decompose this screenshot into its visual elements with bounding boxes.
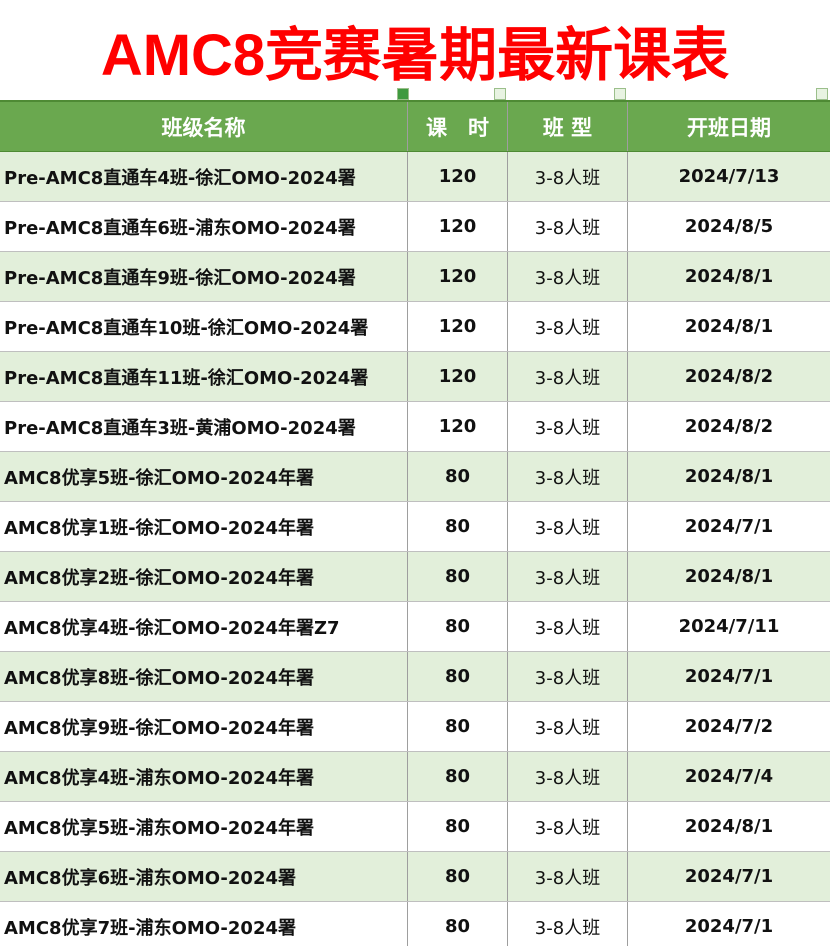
table-row: Pre-AMC8直通车10班-徐汇OMO-2024署 120 3-8人班 2024/8… [0,302,830,352]
table-cell: 120 [408,152,508,201]
table-cell: 2024/7/1 [684,666,774,687]
table-row: AMC8优享5班-浦东OMO-2024年署 80 3-8人班 2024/8/1 [0,802,830,852]
table-cell: 2024/7/1 [684,866,774,887]
table-cell: 3-8人班 [508,352,628,401]
table-cell: Pre-AMC8直通车11班-徐汇OMO-2024署 [0,352,408,401]
table-cell: 80 [408,852,508,901]
table-cell: 3-8人班 [508,552,628,601]
table-cell: 2024/7/13 [678,166,780,187]
table-cell: 3-8人班 [508,452,628,501]
table-row: AMC8优享1班-徐汇OMO-2024年署 80 3-8人班 2024/7/1 [0,502,830,552]
table-cell: Pre-AMC8直通车9班-徐汇OMO-2024署 [0,252,408,301]
schedule-table: 班级名称课 时班 型开班日期 Pre-AMC8直通车4班-徐汇OMO-2024署 1… [0,102,830,946]
filter-button[interactable] [397,88,409,100]
table-cell: 80 [408,802,508,851]
table-cell: 3-8人班 [508,152,628,201]
header-row: 班级名称课 时班 型 开班日期 [0,102,830,152]
table-cell: 120 [408,352,508,401]
column-header: 开班日期 [687,115,771,140]
table-cell: 3-8人班 [508,802,628,851]
table-cell: 120 [408,402,508,451]
table-cell: 2024/7/4 [684,766,774,787]
table-row: Pre-AMC8直通车9班-徐汇OMO-2024署 120 3-8人班 2024/8/… [0,252,830,302]
table-cell: 3-8人班 [508,252,628,301]
table-cell: 120 [408,302,508,351]
table-cell: 80 [408,502,508,551]
table-cell: 120 [408,252,508,301]
table-row: AMC8优享2班-徐汇OMO-2024年署 80 3-8人班 2024/8/1 [0,552,830,602]
table-cell: Pre-AMC8直通车10班-徐汇OMO-2024署 [0,302,408,351]
table-cell: AMC8优享4班-徐汇OMO-2024年署Z7 [0,602,408,651]
table-row: Pre-AMC8直通车6班-浦东OMO-2024署 120 3-8人班 2024/8/… [0,202,830,252]
table-cell: 3-8人班 [508,402,628,451]
table-cell: 3-8人班 [508,302,628,351]
table-cell: AMC8优享4班-浦东OMO-2024年署 [0,752,408,801]
table-cell: 2024/7/11 [678,616,780,637]
filter-button[interactable] [494,88,506,100]
table-cell: AMC8优享7班-浦东OMO-2024署 [0,902,408,946]
sheet-title: AMC8竞赛暑期最新课表 [0,0,830,102]
table-cell: 80 [408,902,508,946]
table-cell: 2024/7/1 [684,516,774,537]
table-cell: AMC8优享6班-浦东OMO-2024署 [0,852,408,901]
table-row: AMC8优享5班-徐汇OMO-2024年署 80 3-8人班 2024/8/1 [0,452,830,502]
table-cell: 80 [408,652,508,701]
table-row: AMC8优享6班-浦东OMO-2024署 80 3-8人班 2024/7/1 [0,852,830,902]
table-cell: 3-8人班 [508,502,628,551]
table-cell: 3-8人班 [508,852,628,901]
table-row: AMC8优享7班-浦东OMO-2024署 80 3-8人班 2024/7/1 [0,902,830,946]
table-cell: AMC8优享5班-徐汇OMO-2024年署 [0,452,408,501]
table-cell: 3-8人班 [508,602,628,651]
table-cell: 80 [408,702,508,751]
filter-button[interactable] [614,88,626,100]
table-cell: AMC8优享5班-浦东OMO-2024年署 [0,802,408,851]
table-cell: 80 [408,602,508,651]
table-cell: 3-8人班 [508,702,628,751]
table-cell: 3-8人班 [508,202,628,251]
table-cell: 2024/8/1 [684,466,774,487]
table-cell: Pre-AMC8直通车4班-徐汇OMO-2024署 [0,152,408,201]
table-cell: 2024/7/2 [684,716,774,737]
table-row: AMC8优享9班-徐汇OMO-2024年署 80 3-8人班 2024/7/2 [0,702,830,752]
table-cell: 2024/8/2 [684,366,774,387]
table-cell: 2024/7/1 [684,916,774,937]
table-cell: 3-8人班 [508,652,628,701]
table-cell: Pre-AMC8直通车3班-黄浦OMO-2024署 [0,402,408,451]
column-header: 课 时 [408,102,508,151]
table-cell: 80 [408,752,508,801]
table-row: AMC8优享8班-徐汇OMO-2024年署 80 3-8人班 2024/7/1 [0,652,830,702]
table-cell: 3-8人班 [508,752,628,801]
table-row: Pre-AMC8直通车11班-徐汇OMO-2024署 120 3-8人班 2024/8… [0,352,830,402]
table-cell: AMC8优享8班-徐汇OMO-2024年署 [0,652,408,701]
filter-button[interactable] [816,88,828,100]
table-cell: 2024/8/1 [684,266,774,287]
table-cell: 2024/8/1 [684,566,774,587]
table-cell: 3-8人班 [508,902,628,946]
column-header: 班级名称 [0,102,408,151]
table-row: AMC8优享4班-浦东OMO-2024年署 80 3-8人班 2024/7/4 [0,752,830,802]
table-cell: 2024/8/1 [684,816,774,837]
table-cell: 2024/8/5 [684,216,774,237]
table-row: Pre-AMC8直通车3班-黄浦OMO-2024署 120 3-8人班 2024/8/… [0,402,830,452]
table-cell: 2024/8/2 [684,416,774,437]
table-cell: 2024/8/1 [684,316,774,337]
table-cell: 120 [408,202,508,251]
column-header: 班 型 [508,102,628,151]
table-cell: AMC8优享9班-徐汇OMO-2024年署 [0,702,408,751]
table-cell: AMC8优享1班-徐汇OMO-2024年署 [0,502,408,551]
table-cell: 80 [408,552,508,601]
table-cell: Pre-AMC8直通车6班-浦东OMO-2024署 [0,202,408,251]
table-row: AMC8优享4班-徐汇OMO-2024年署Z7 80 3-8人班 2024/7/11 [0,602,830,652]
table-cell: 80 [408,452,508,501]
table-row: Pre-AMC8直通车4班-徐汇OMO-2024署 120 3-8人班 2024/7/… [0,152,830,202]
table-cell: AMC8优享2班-徐汇OMO-2024年署 [0,552,408,601]
